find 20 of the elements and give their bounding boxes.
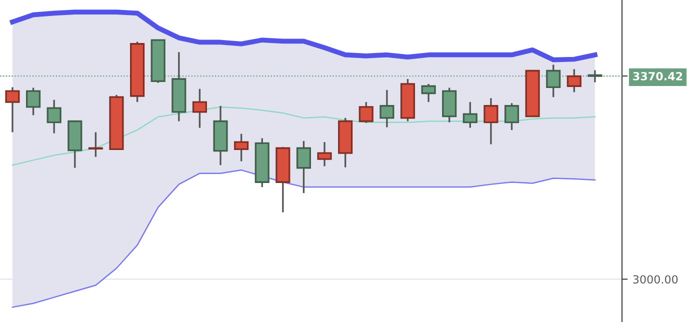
candlestick [88, 131, 103, 158]
candlestick [26, 86, 41, 116]
y-tick-label: 3000.00 [633, 275, 678, 284]
candlestick [484, 97, 498, 146]
candlestick [566, 68, 582, 93]
candlestick [421, 83, 436, 103]
line-series [12, 169, 596, 308]
candlestick [46, 99, 62, 134]
y-tick-label: 3370.42 [633, 72, 682, 80]
candlestick [380, 89, 394, 128]
candlestick [234, 133, 249, 162]
candlestick [504, 102, 520, 131]
line-series [12, 106, 596, 166]
line-series [10, 10, 598, 62]
candlestick [317, 141, 332, 168]
candlestick [192, 88, 207, 129]
candlestick [462, 101, 478, 129]
candlestick [296, 140, 312, 194]
candlestick [5, 86, 20, 134]
candlestick [358, 101, 374, 124]
